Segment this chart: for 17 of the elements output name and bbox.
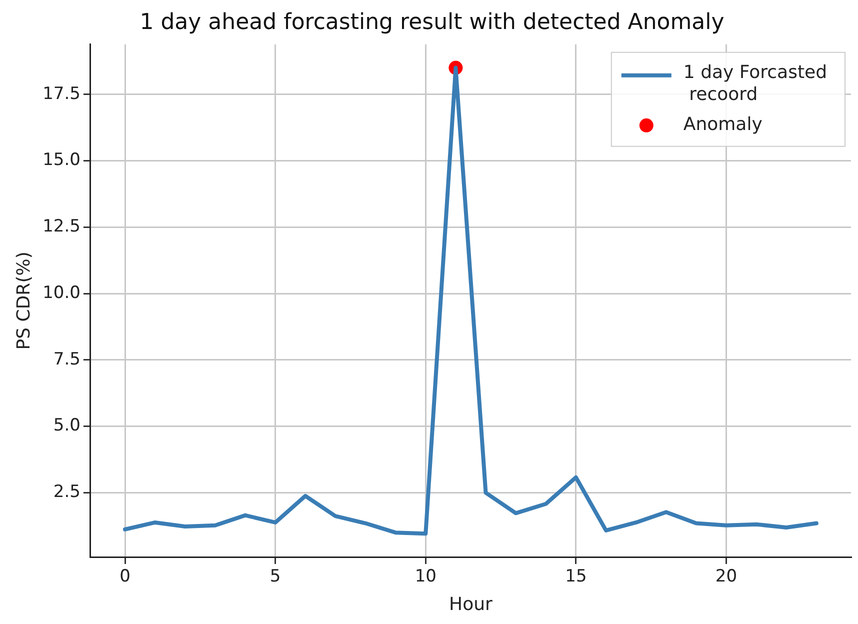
legend-label: Anomaly — [683, 114, 763, 136]
y-tick-label: 2.5 — [53, 482, 80, 502]
x-tick-label: 20 — [715, 566, 738, 587]
x-tick-label: 5 — [270, 566, 281, 587]
x-tick-label: 15 — [565, 566, 587, 587]
x-tick-label: 0 — [120, 566, 130, 587]
y-tick-label: 15.0 — [42, 150, 80, 170]
legend-label: 1 day Forcasted recoord — [683, 62, 828, 106]
y-tick-label: 5.0 — [53, 416, 80, 436]
x-axis-title: Hour — [449, 594, 493, 615]
x-tick-label: 10 — [414, 566, 436, 587]
y-axis-title: PS CDR(%) — [13, 252, 34, 350]
y-tick-label: 17.5 — [42, 84, 80, 104]
y-tick-label: 12.5 — [42, 216, 80, 237]
chart-title: 1 day ahead forcasting result with detected Anomaly — [140, 10, 724, 35]
y-tick-label: 10.0 — [42, 282, 80, 303]
y-tick-label: 7.5 — [53, 349, 80, 370]
